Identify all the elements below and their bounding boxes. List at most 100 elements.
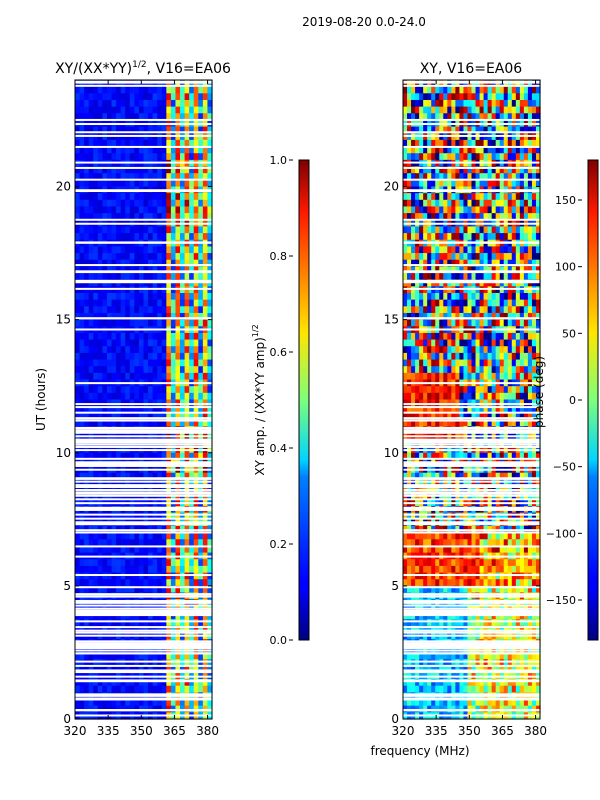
amp-heatmap-cell	[184, 612, 190, 620]
amp-heatmap-cell	[106, 153, 113, 161]
amp-heatmap-cell	[175, 412, 181, 421]
amp-heatmap-cell	[111, 665, 117, 674]
phase-heatmap-cell	[435, 206, 440, 214]
amp-heatmap-cell	[93, 246, 99, 254]
phase-heatmap-cell	[447, 312, 452, 321]
amp-heatmap-cell	[193, 472, 199, 480]
phase-heatmap-cell	[535, 153, 541, 161]
amp-heatmap-cell	[166, 412, 172, 421]
phase-heatmap-cell	[491, 366, 497, 374]
amp-heatmap-cell	[129, 166, 135, 174]
phase-heatmap-cell	[463, 319, 469, 327]
phase-heatmap-cell	[423, 273, 428, 281]
phase-heatmap-cell	[431, 173, 436, 181]
phase-heatmap-cell	[499, 412, 505, 421]
amp-heatmap-cell	[198, 226, 204, 234]
phase-heatmap-cell	[451, 412, 456, 421]
phase-heatmap-cell	[439, 266, 444, 274]
amp-heatmap-cell	[193, 625, 199, 634]
amp-heatmap-cell	[75, 312, 81, 321]
amp-heatmap-cell	[198, 572, 204, 580]
phase-heatmap-cell	[407, 113, 412, 121]
amp-heatmap-cell	[184, 619, 190, 627]
amp-heatmap-cell	[189, 153, 195, 161]
phase-heatmap-cell	[507, 412, 513, 421]
amp-heatmap-cell	[166, 419, 172, 427]
phase-heatmap-cell	[419, 319, 424, 327]
amp-heatmap-cell	[166, 273, 172, 281]
amp-heatmap-cell	[180, 199, 186, 208]
phase-heatmap-cell	[423, 392, 428, 401]
amp-heatmap-cell	[175, 366, 181, 374]
amp-heatmap-cell	[116, 86, 122, 94]
amp-heatmap-cell	[106, 139, 113, 148]
amp-heatmap-cell	[148, 539, 154, 547]
amp-heatmap-cell	[75, 139, 81, 148]
phase-heatmap-cell	[527, 206, 533, 214]
phase-heatmap-cell	[419, 306, 424, 314]
amp-heatmap-cell	[93, 406, 99, 414]
amp-heatmap-cell	[184, 346, 190, 354]
amp-heatmap-cell	[79, 93, 85, 101]
phase-heatmap-cell	[535, 146, 541, 154]
amp-heatmap-cell	[79, 512, 85, 520]
amp-heatmap-cell	[189, 299, 195, 307]
phase-heatmap-cell	[519, 99, 525, 108]
phase-heatmap-cell	[483, 299, 489, 307]
amp-heatmap-cell	[102, 226, 108, 234]
phase-heatmap-cell	[523, 332, 529, 341]
phase-heatmap-cell	[451, 306, 456, 314]
amp-heatmap-cell	[184, 93, 190, 101]
amp-heatmap-cell	[175, 619, 181, 627]
phase-heatmap-cell	[459, 406, 465, 414]
amp-colorbar-label-sup: 1/2	[251, 324, 260, 337]
phase-heatmap-cell	[407, 346, 412, 354]
phase-heatmap-cell	[407, 273, 412, 281]
amp-heatmap-cell	[134, 539, 140, 547]
amp-heatmap-cell	[116, 579, 122, 587]
amp-heatmap-cell	[88, 93, 94, 101]
amp-heatmap-cell	[106, 352, 113, 361]
phase-heatmap-cell	[439, 166, 444, 174]
amp-heatmap-cell	[111, 565, 117, 574]
amp-heatmap-cell	[102, 352, 108, 361]
phase-heatmap-cell	[515, 126, 521, 134]
amp-heatmap-cell	[152, 93, 158, 101]
phase-heatmap-cell	[459, 93, 465, 101]
amp-heatmap-cell	[111, 572, 117, 580]
phase-heatmap-cell	[487, 372, 493, 381]
amp-heatmap-cell	[184, 80, 190, 88]
amp-heatmap-cell	[111, 366, 117, 374]
phase-heatmap-cell	[423, 359, 428, 367]
amp-heatmap-cell	[198, 319, 204, 327]
amp-heatmap-cell	[152, 166, 158, 174]
phase-heatmap-cell	[435, 412, 440, 421]
amp-heatmap-cell	[207, 312, 213, 321]
amp-heatmap-cell	[143, 565, 149, 574]
amp-heatmap-cell	[152, 253, 158, 261]
amp-heatmap-cell	[93, 419, 99, 427]
phase-heatmap-cell	[479, 93, 485, 101]
phase-heatmap-cell	[479, 106, 485, 114]
phase-heatmap-cell	[507, 199, 513, 208]
amp-heatmap-cell	[125, 173, 131, 181]
amp-heatmap-cell	[120, 359, 126, 367]
phase-heatmap-cell	[527, 126, 533, 134]
amp-heatmap-cell	[170, 392, 177, 401]
phase-heatmap-cell	[447, 259, 452, 267]
phase-heatmap-cell	[519, 86, 525, 94]
phase-heatmap-cell	[487, 392, 493, 401]
phase-heatmap-cell	[523, 246, 529, 254]
phase-heatmap-cell	[491, 386, 497, 394]
phase-heatmap-cell	[503, 146, 509, 154]
phase-heatmap-cell	[495, 352, 501, 361]
phase-heatmap-cell	[451, 153, 456, 161]
amp-heatmap-cell	[102, 406, 108, 414]
phase-heatmap-cell	[439, 253, 444, 261]
amp-heatmap-cell	[79, 299, 85, 307]
amp-heatmap-cell	[84, 173, 90, 181]
phase-heatmap-cell	[499, 173, 505, 181]
phase-heatmap-cell	[431, 419, 436, 427]
amp-heatmap-cell	[93, 193, 99, 201]
phase-heatmap-cell	[483, 199, 489, 208]
